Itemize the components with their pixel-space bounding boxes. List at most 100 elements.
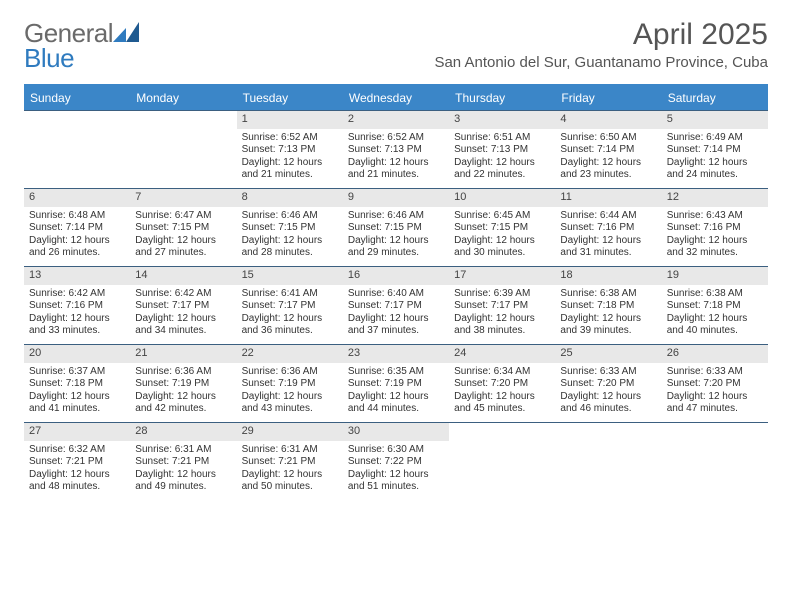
calendar-cell: 14Sunrise: 6:42 AM Sunset: 7:17 PM Dayli… bbox=[130, 266, 236, 344]
day-details: Sunrise: 6:34 AM Sunset: 7:20 PM Dayligh… bbox=[449, 363, 555, 421]
location-text: San Antonio del Sur, Guantanamo Province… bbox=[434, 54, 768, 71]
calendar-cell: 24Sunrise: 6:34 AM Sunset: 7:20 PM Dayli… bbox=[449, 344, 555, 422]
calendar-cell: 20Sunrise: 6:37 AM Sunset: 7:18 PM Dayli… bbox=[24, 344, 130, 422]
day-details: Sunrise: 6:38 AM Sunset: 7:18 PM Dayligh… bbox=[662, 285, 768, 343]
day-number: 8 bbox=[237, 189, 343, 207]
calendar-cell: 30Sunrise: 6:30 AM Sunset: 7:22 PM Dayli… bbox=[343, 422, 449, 500]
day-number: 16 bbox=[343, 267, 449, 285]
calendar-cell: 2Sunrise: 6:52 AM Sunset: 7:13 PM Daylig… bbox=[343, 110, 449, 188]
calendar-cell: 8Sunrise: 6:46 AM Sunset: 7:15 PM Daylig… bbox=[237, 188, 343, 266]
day-details: Sunrise: 6:38 AM Sunset: 7:18 PM Dayligh… bbox=[555, 285, 661, 343]
day-details: Sunrise: 6:48 AM Sunset: 7:14 PM Dayligh… bbox=[24, 207, 130, 265]
day-details: Sunrise: 6:50 AM Sunset: 7:14 PM Dayligh… bbox=[555, 129, 661, 187]
day-details: Sunrise: 6:43 AM Sunset: 7:16 PM Dayligh… bbox=[662, 207, 768, 265]
weekday-header: Monday bbox=[130, 86, 236, 110]
day-number: 24 bbox=[449, 345, 555, 363]
calendar-cell: 19Sunrise: 6:38 AM Sunset: 7:18 PM Dayli… bbox=[662, 266, 768, 344]
weekday-header: Friday bbox=[555, 86, 661, 110]
day-number: 4 bbox=[555, 111, 661, 129]
day-details: Sunrise: 6:44 AM Sunset: 7:16 PM Dayligh… bbox=[555, 207, 661, 265]
day-number: 6 bbox=[24, 189, 130, 207]
day-number: 5 bbox=[662, 111, 768, 129]
weekday-header: Tuesday bbox=[237, 86, 343, 110]
day-number: 26 bbox=[662, 345, 768, 363]
day-number: 15 bbox=[237, 267, 343, 285]
calendar-cell: 18Sunrise: 6:38 AM Sunset: 7:18 PM Dayli… bbox=[555, 266, 661, 344]
logo-mark-icon bbox=[113, 22, 139, 42]
weekday-header: Saturday bbox=[662, 86, 768, 110]
day-number: 10 bbox=[449, 189, 555, 207]
day-details: Sunrise: 6:32 AM Sunset: 7:21 PM Dayligh… bbox=[24, 441, 130, 499]
calendar-cell: 10Sunrise: 6:45 AM Sunset: 7:15 PM Dayli… bbox=[449, 188, 555, 266]
calendar-cell: 23Sunrise: 6:35 AM Sunset: 7:19 PM Dayli… bbox=[343, 344, 449, 422]
calendar-cell: 29Sunrise: 6:31 AM Sunset: 7:21 PM Dayli… bbox=[237, 422, 343, 500]
calendar-cell: 16Sunrise: 6:40 AM Sunset: 7:17 PM Dayli… bbox=[343, 266, 449, 344]
calendar-cell: .. bbox=[555, 422, 661, 500]
day-number: 25 bbox=[555, 345, 661, 363]
calendar-cell: 17Sunrise: 6:39 AM Sunset: 7:17 PM Dayli… bbox=[449, 266, 555, 344]
day-number: 19 bbox=[662, 267, 768, 285]
day-number: 21 bbox=[130, 345, 236, 363]
calendar-cell: 25Sunrise: 6:33 AM Sunset: 7:20 PM Dayli… bbox=[555, 344, 661, 422]
calendar-cell: 22Sunrise: 6:36 AM Sunset: 7:19 PM Dayli… bbox=[237, 344, 343, 422]
day-number: 22 bbox=[237, 345, 343, 363]
day-details: Sunrise: 6:37 AM Sunset: 7:18 PM Dayligh… bbox=[24, 363, 130, 421]
day-details: Sunrise: 6:31 AM Sunset: 7:21 PM Dayligh… bbox=[130, 441, 236, 499]
day-number: 30 bbox=[343, 423, 449, 441]
day-number: 14 bbox=[130, 267, 236, 285]
day-details: Sunrise: 6:40 AM Sunset: 7:17 PM Dayligh… bbox=[343, 285, 449, 343]
day-details: Sunrise: 6:52 AM Sunset: 7:13 PM Dayligh… bbox=[343, 129, 449, 187]
calendar-cell: 11Sunrise: 6:44 AM Sunset: 7:16 PM Dayli… bbox=[555, 188, 661, 266]
month-title: April 2025 bbox=[434, 18, 768, 52]
day-details: Sunrise: 6:47 AM Sunset: 7:15 PM Dayligh… bbox=[130, 207, 236, 265]
calendar-cell: 7Sunrise: 6:47 AM Sunset: 7:15 PM Daylig… bbox=[130, 188, 236, 266]
calendar-cell: 15Sunrise: 6:41 AM Sunset: 7:17 PM Dayli… bbox=[237, 266, 343, 344]
day-number: 1 bbox=[237, 111, 343, 129]
calendar-grid: SundayMondayTuesdayWednesdayThursdayFrid… bbox=[24, 84, 768, 500]
calendar-cell: .. bbox=[24, 110, 130, 188]
day-details: Sunrise: 6:35 AM Sunset: 7:19 PM Dayligh… bbox=[343, 363, 449, 421]
day-number: 2 bbox=[343, 111, 449, 129]
day-number: 7 bbox=[130, 189, 236, 207]
calendar-cell: 5Sunrise: 6:49 AM Sunset: 7:14 PM Daylig… bbox=[662, 110, 768, 188]
calendar-cell: 4Sunrise: 6:50 AM Sunset: 7:14 PM Daylig… bbox=[555, 110, 661, 188]
calendar-cell: .. bbox=[449, 422, 555, 500]
weekday-header: Wednesday bbox=[343, 86, 449, 110]
day-details: Sunrise: 6:42 AM Sunset: 7:16 PM Dayligh… bbox=[24, 285, 130, 343]
day-details: Sunrise: 6:52 AM Sunset: 7:13 PM Dayligh… bbox=[237, 129, 343, 187]
day-number: 20 bbox=[24, 345, 130, 363]
calendar-cell: 28Sunrise: 6:31 AM Sunset: 7:21 PM Dayli… bbox=[130, 422, 236, 500]
day-details: Sunrise: 6:30 AM Sunset: 7:22 PM Dayligh… bbox=[343, 441, 449, 499]
header: General Blue April 2025 San Antonio del … bbox=[24, 18, 768, 74]
day-details: Sunrise: 6:42 AM Sunset: 7:17 PM Dayligh… bbox=[130, 285, 236, 343]
day-number: 28 bbox=[130, 423, 236, 441]
logo: General Blue bbox=[24, 18, 139, 74]
day-details: Sunrise: 6:41 AM Sunset: 7:17 PM Dayligh… bbox=[237, 285, 343, 343]
day-number: 12 bbox=[662, 189, 768, 207]
calendar-cell: 3Sunrise: 6:51 AM Sunset: 7:13 PM Daylig… bbox=[449, 110, 555, 188]
logo-text-block: General Blue bbox=[24, 18, 139, 74]
calendar-cell: 27Sunrise: 6:32 AM Sunset: 7:21 PM Dayli… bbox=[24, 422, 130, 500]
day-details: Sunrise: 6:31 AM Sunset: 7:21 PM Dayligh… bbox=[237, 441, 343, 499]
day-details: Sunrise: 6:46 AM Sunset: 7:15 PM Dayligh… bbox=[237, 207, 343, 265]
weekday-header: Thursday bbox=[449, 86, 555, 110]
day-number: 11 bbox=[555, 189, 661, 207]
calendar-cell: 1Sunrise: 6:52 AM Sunset: 7:13 PM Daylig… bbox=[237, 110, 343, 188]
calendar-cell: 26Sunrise: 6:33 AM Sunset: 7:20 PM Dayli… bbox=[662, 344, 768, 422]
day-number: 27 bbox=[24, 423, 130, 441]
calendar-cell: 13Sunrise: 6:42 AM Sunset: 7:16 PM Dayli… bbox=[24, 266, 130, 344]
calendar-cell: 9Sunrise: 6:46 AM Sunset: 7:15 PM Daylig… bbox=[343, 188, 449, 266]
calendar-cell: 6Sunrise: 6:48 AM Sunset: 7:14 PM Daylig… bbox=[24, 188, 130, 266]
day-details: Sunrise: 6:49 AM Sunset: 7:14 PM Dayligh… bbox=[662, 129, 768, 187]
day-number: 13 bbox=[24, 267, 130, 285]
day-details: Sunrise: 6:33 AM Sunset: 7:20 PM Dayligh… bbox=[555, 363, 661, 421]
day-details: Sunrise: 6:36 AM Sunset: 7:19 PM Dayligh… bbox=[130, 363, 236, 421]
day-number: 9 bbox=[343, 189, 449, 207]
day-details: Sunrise: 6:46 AM Sunset: 7:15 PM Dayligh… bbox=[343, 207, 449, 265]
day-number: 17 bbox=[449, 267, 555, 285]
calendar-cell: .. bbox=[662, 422, 768, 500]
day-details: Sunrise: 6:39 AM Sunset: 7:17 PM Dayligh… bbox=[449, 285, 555, 343]
day-number: 3 bbox=[449, 111, 555, 129]
day-details: Sunrise: 6:33 AM Sunset: 7:20 PM Dayligh… bbox=[662, 363, 768, 421]
day-number: 18 bbox=[555, 267, 661, 285]
